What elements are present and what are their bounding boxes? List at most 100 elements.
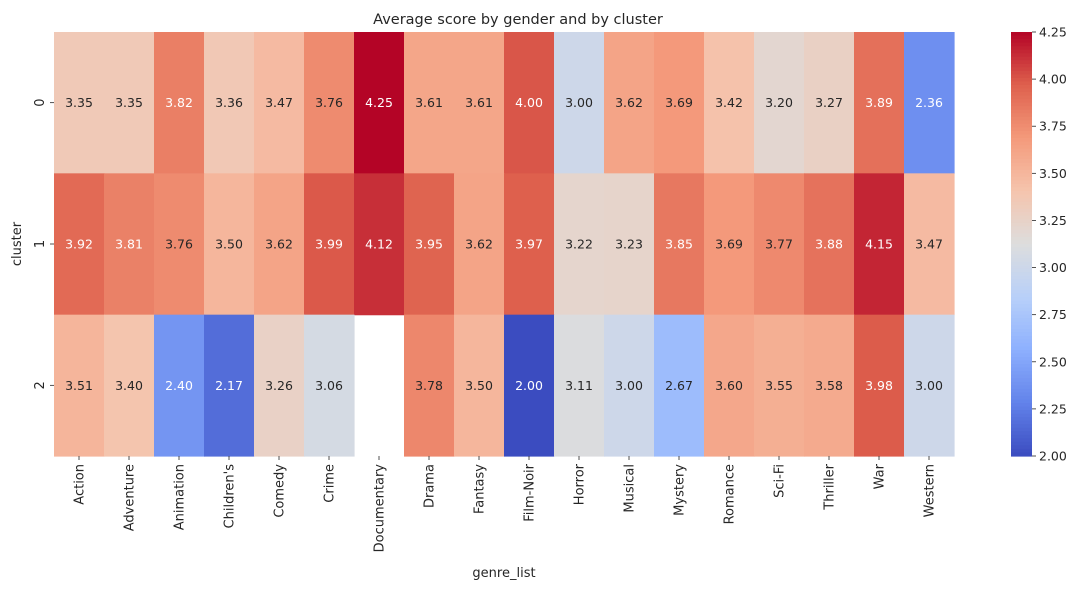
colorbar-segment	[1011, 413, 1032, 418]
colorbar-segment	[1011, 244, 1032, 249]
colorbar-segment	[1011, 360, 1032, 365]
colorbar-segment	[1011, 60, 1032, 65]
colorbar-segment	[1011, 198, 1032, 203]
cell-value-label: 3.23	[615, 237, 643, 252]
heatmap-cell	[354, 173, 405, 316]
heatmap-cell	[904, 32, 955, 174]
x-axis: Action Adventure Animation Children's Comedy…	[73, 456, 938, 552]
cell-value-label: 3.61	[465, 95, 493, 110]
cell-value-label: 3.98	[865, 378, 893, 393]
colorbar-segment	[1011, 74, 1032, 79]
colorbar-segment	[1011, 321, 1032, 326]
heatmap-cell	[554, 314, 605, 457]
heatmap-cells	[54, 32, 955, 457]
colorbar-segment	[1011, 155, 1032, 160]
y-axis-label: cluster	[10, 221, 25, 266]
colorbar-segment	[1011, 371, 1032, 376]
heatmap-cell	[404, 173, 455, 316]
colorbar-segment	[1011, 328, 1032, 333]
cell-value-label: 3.85	[665, 237, 693, 252]
colorbar-segment	[1011, 367, 1032, 372]
colorbar-segment	[1011, 353, 1032, 358]
heatmap-cell	[454, 173, 505, 316]
heatmap-cell	[504, 32, 555, 174]
colorbar-segment	[1011, 388, 1032, 393]
colorbar-segment	[1011, 99, 1032, 104]
colorbar-segment	[1011, 120, 1032, 125]
colorbar-segment	[1011, 233, 1032, 238]
colorbar-segment	[1011, 374, 1032, 379]
colorbar-tick-label: 3.00	[1039, 260, 1067, 275]
y-tick-label: 0	[33, 99, 48, 107]
colorbar-segment	[1011, 49, 1032, 54]
heatmap-cell	[404, 32, 455, 174]
colorbar-segment	[1011, 289, 1032, 295]
colorbar-segment	[1011, 219, 1032, 224]
colorbar-segment	[1011, 406, 1032, 411]
cell-value-label: 3.35	[115, 95, 143, 110]
y-tick-label: 1	[33, 240, 48, 248]
y-axis: 0 1 2	[33, 99, 54, 389]
heatmap-cell	[254, 32, 305, 174]
colorbar-tick-label: 2.75	[1039, 307, 1067, 322]
colorbar-segment	[1011, 109, 1032, 114]
cell-value-label: 3.88	[815, 237, 843, 252]
colorbar-segment	[1011, 102, 1032, 107]
colorbar-segment	[1011, 307, 1032, 312]
x-tick-label: War	[873, 463, 888, 489]
heatmap-cell	[554, 32, 605, 174]
heatmap-cell	[704, 314, 755, 457]
heatmap-cell	[454, 314, 505, 457]
colorbar-segment	[1011, 53, 1032, 58]
colorbar-segment	[1011, 92, 1032, 97]
colorbar-segment	[1011, 56, 1032, 61]
x-tick-label: Adventure	[123, 464, 138, 531]
colorbar-tick-label: 4.25	[1039, 25, 1067, 40]
cell-value-label: 3.61	[415, 95, 443, 110]
colorbar-segment	[1011, 399, 1032, 404]
colorbar-segment	[1011, 268, 1032, 273]
colorbar-segment	[1011, 452, 1032, 457]
colorbar-segment	[1011, 332, 1032, 337]
colorbar-tick-label: 2.00	[1039, 449, 1067, 464]
heatmap-cell	[54, 173, 105, 316]
colorbar-segment	[1011, 431, 1032, 436]
cell-value-label: 4.25	[365, 95, 393, 110]
colorbar-segment	[1011, 106, 1032, 111]
x-tick-label: Musical	[623, 464, 638, 513]
cell-value-label: 3.22	[565, 237, 593, 252]
cell-value-label: 3.58	[815, 378, 843, 393]
cell-value-label: 3.11	[565, 378, 593, 393]
colorbar-segment	[1011, 247, 1032, 252]
x-tick-label: Action	[73, 464, 88, 505]
cell-value-label: 3.82	[165, 95, 193, 110]
cell-value-label: 3.97	[515, 237, 543, 252]
colorbar-segment	[1011, 297, 1032, 302]
colorbar-segment	[1011, 434, 1032, 439]
colorbar-segment	[1011, 187, 1032, 192]
heatmap-cell	[254, 173, 305, 316]
cell-value-label: 3.69	[665, 95, 693, 110]
heatmap-cell	[904, 173, 955, 316]
colorbar-segment	[1011, 229, 1032, 234]
x-tick-label: Animation	[173, 464, 188, 530]
heatmap-cell	[654, 314, 705, 457]
cell-value-label: 3.92	[65, 237, 93, 252]
cell-value-label: 3.00	[615, 378, 643, 393]
colorbar-segment	[1011, 35, 1032, 40]
heatmap-cell	[754, 173, 805, 316]
colorbar-segment	[1011, 279, 1032, 284]
colorbar-tick-label: 4.00	[1039, 72, 1067, 87]
colorbar-segment	[1011, 304, 1032, 309]
heatmap-cell	[54, 32, 105, 174]
heatmap-cell	[504, 173, 555, 316]
colorbar-segment	[1011, 438, 1032, 443]
heatmap-cell	[804, 32, 855, 174]
colorbar-segment	[1011, 39, 1032, 44]
heatmap-cell	[154, 173, 205, 316]
x-tick-label: Fantasy	[473, 464, 488, 514]
cell-value-label: 3.50	[465, 378, 493, 393]
cell-value-label: 3.42	[715, 95, 743, 110]
colorbar-segment	[1011, 63, 1032, 68]
